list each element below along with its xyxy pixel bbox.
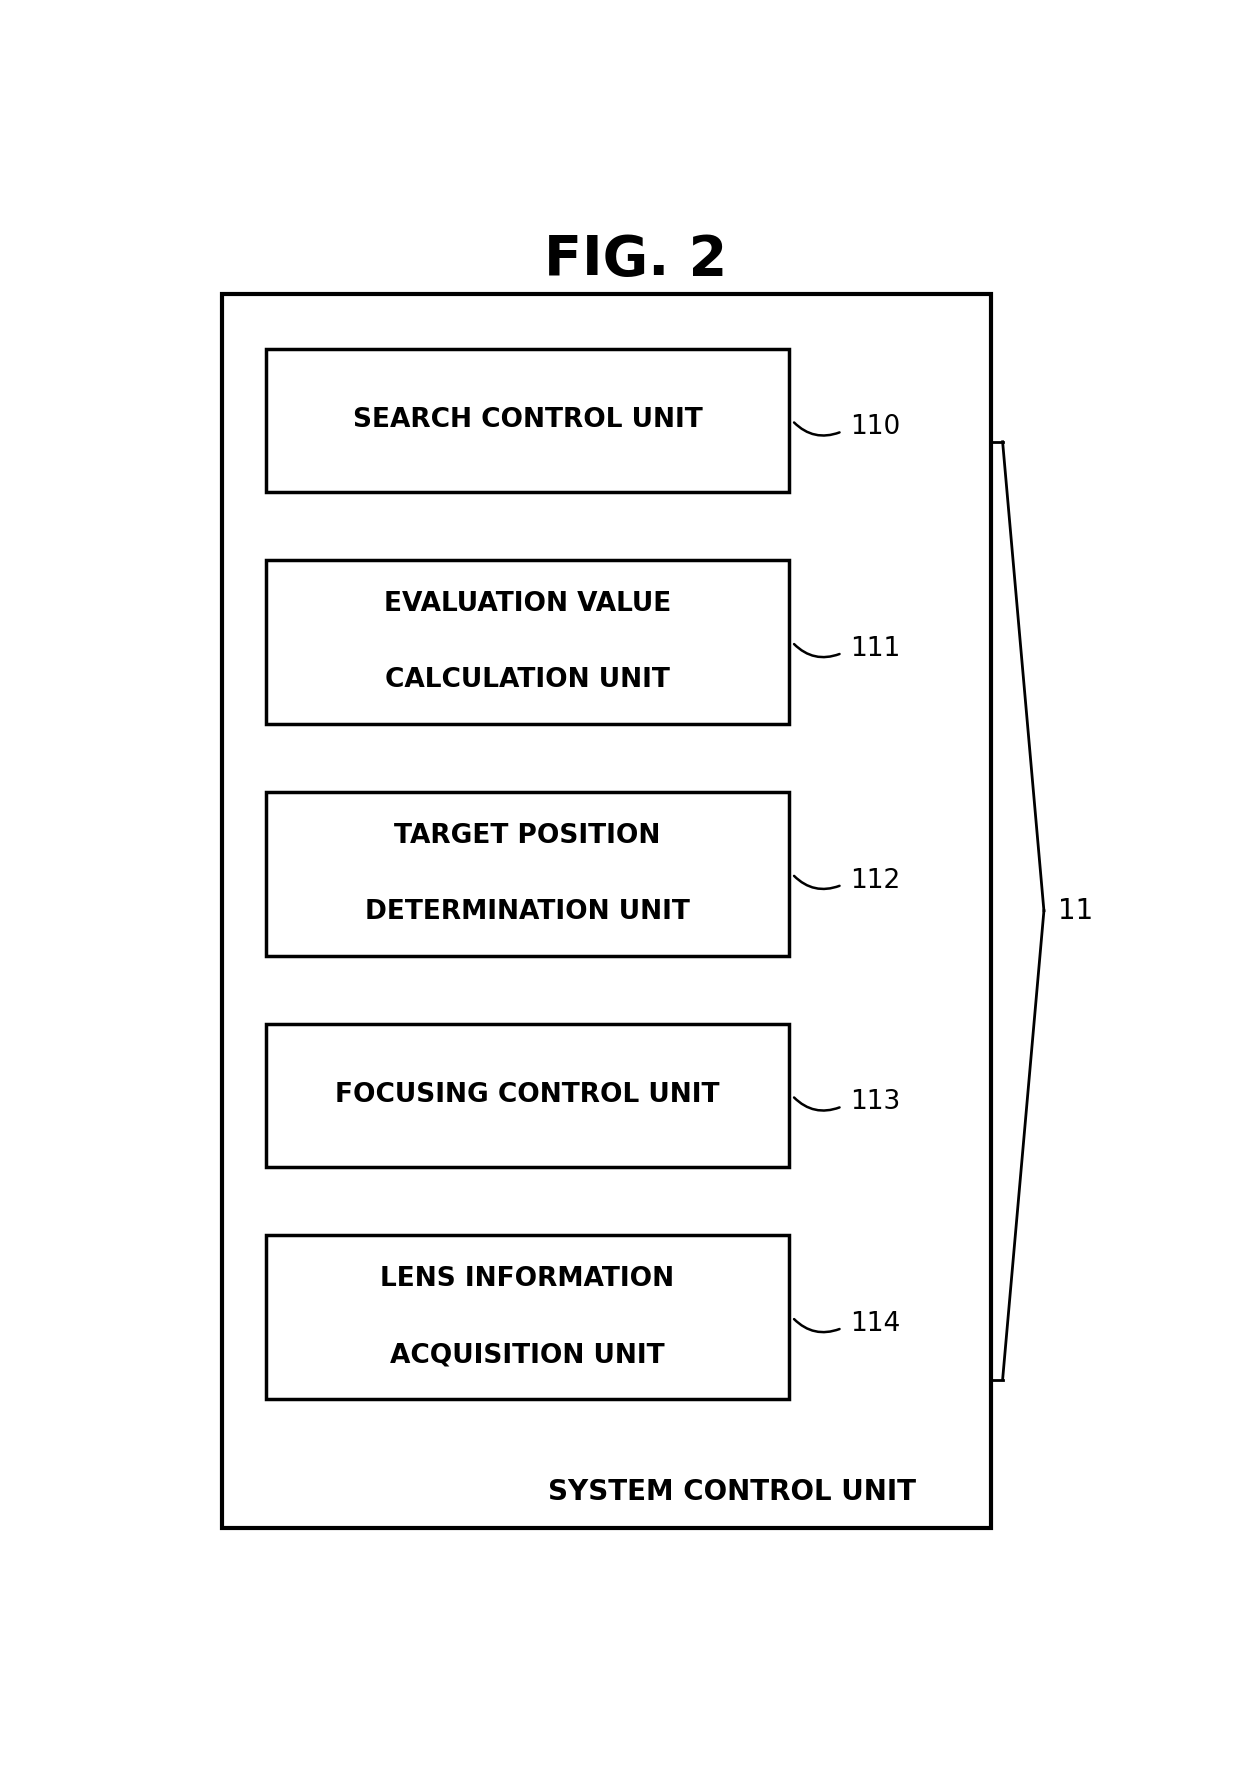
Bar xyxy=(265,1024,789,1167)
Text: EVALUATION VALUE: EVALUATION VALUE xyxy=(383,592,671,616)
Text: FIG. 2: FIG. 2 xyxy=(544,234,727,287)
Text: LENS INFORMATION: LENS INFORMATION xyxy=(381,1266,675,1291)
Text: CALCULATION UNIT: CALCULATION UNIT xyxy=(384,668,670,692)
Text: 113: 113 xyxy=(849,1089,900,1116)
Text: DETERMINATION UNIT: DETERMINATION UNIT xyxy=(365,900,689,924)
Text: ACQUISITION UNIT: ACQUISITION UNIT xyxy=(391,1342,665,1369)
Text: SEARCH CONTROL UNIT: SEARCH CONTROL UNIT xyxy=(352,407,702,434)
Text: SYSTEM CONTROL UNIT: SYSTEM CONTROL UNIT xyxy=(548,1477,915,1505)
Bar xyxy=(265,560,789,724)
Text: 110: 110 xyxy=(849,414,900,441)
Text: TARGET POSITION: TARGET POSITION xyxy=(394,824,661,848)
Text: 111: 111 xyxy=(849,636,900,662)
Bar xyxy=(265,349,789,492)
Bar xyxy=(265,1236,789,1399)
Text: 114: 114 xyxy=(849,1311,900,1337)
Bar xyxy=(222,294,991,1528)
Text: FOCUSING CONTROL UNIT: FOCUSING CONTROL UNIT xyxy=(335,1082,719,1109)
Text: 112: 112 xyxy=(849,868,900,894)
Text: 11: 11 xyxy=(1058,896,1094,924)
Bar xyxy=(265,792,789,956)
